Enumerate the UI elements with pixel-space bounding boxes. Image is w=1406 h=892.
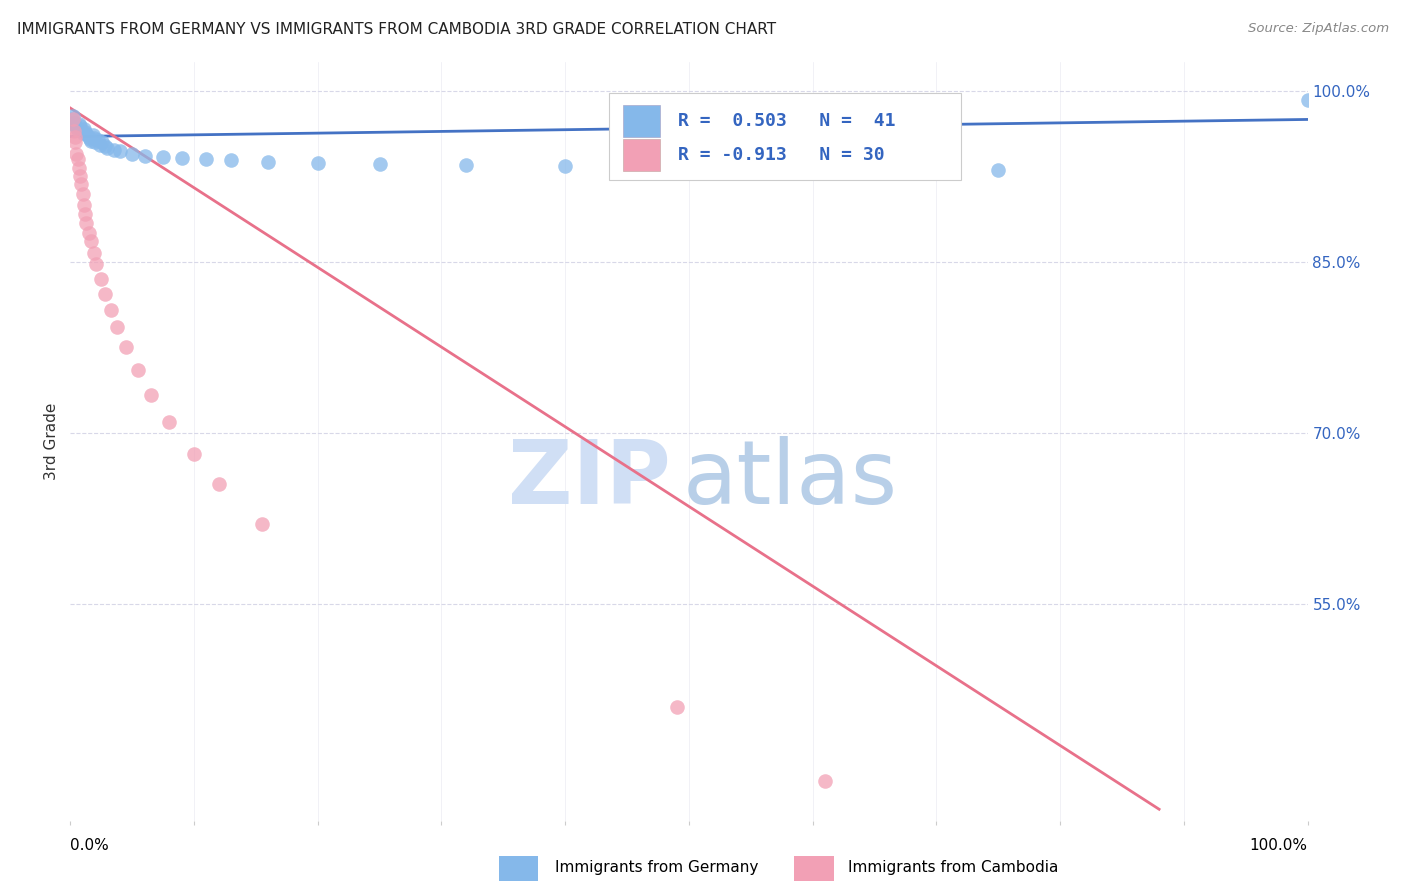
Text: 100.0%: 100.0%: [1250, 838, 1308, 853]
Y-axis label: 3rd Grade: 3rd Grade: [44, 403, 59, 480]
Point: [80, 134, 103, 148]
Text: atlas: atlas: [683, 436, 898, 523]
Point: [65, 118, 87, 132]
Point: [183, 446, 205, 460]
Point: [65, 146, 87, 161]
Point: [69, 169, 91, 184]
Point: [72, 186, 94, 201]
Point: [63, 116, 86, 130]
Point: [86, 133, 108, 147]
Text: Source: ZipAtlas.com: Source: ZipAtlas.com: [1249, 22, 1389, 36]
Text: ZIP: ZIP: [508, 436, 671, 523]
Point: [987, 162, 1010, 177]
Point: [195, 153, 218, 167]
Point: [83, 130, 105, 145]
Point: [73, 121, 96, 136]
Point: [368, 157, 391, 171]
Point: [115, 341, 138, 355]
Point: [75, 207, 97, 221]
Point: [65, 129, 87, 144]
Text: R = -0.913   N = 30: R = -0.913 N = 30: [678, 146, 884, 164]
Bar: [623, 105, 661, 136]
Point: [91, 135, 114, 149]
Point: [79, 132, 101, 146]
Point: [77, 129, 100, 144]
Point: [96, 141, 118, 155]
Point: [250, 517, 273, 532]
Point: [70, 124, 93, 138]
Point: [257, 154, 280, 169]
Point: [103, 143, 125, 157]
Point: [94, 286, 117, 301]
Point: [65, 135, 87, 149]
Text: R =  0.503   N =  41: R = 0.503 N = 41: [678, 112, 896, 130]
Point: [134, 149, 156, 163]
Point: [72, 126, 94, 140]
Point: [66, 122, 89, 136]
Text: Immigrants from Cambodia: Immigrants from Cambodia: [848, 860, 1059, 874]
Point: [77, 227, 100, 241]
Point: [814, 773, 837, 788]
Point: [66, 153, 89, 167]
Point: [62, 109, 84, 123]
Point: [73, 198, 96, 212]
Point: [100, 302, 122, 317]
Point: [89, 137, 111, 152]
Point: [75, 128, 97, 142]
Point: [665, 699, 688, 714]
Point: [863, 161, 886, 176]
Point: [60, 112, 83, 127]
Point: [1296, 93, 1319, 107]
Point: [70, 178, 93, 192]
Point: [69, 120, 91, 134]
Point: [63, 124, 86, 138]
Point: [90, 272, 112, 286]
Point: [152, 150, 174, 164]
Text: 0.0%: 0.0%: [70, 838, 110, 853]
Point: [127, 363, 149, 377]
Point: [108, 145, 131, 159]
Point: [84, 257, 107, 271]
Point: [105, 320, 128, 334]
Point: [678, 161, 700, 175]
Text: Immigrants from Germany: Immigrants from Germany: [555, 860, 759, 874]
Point: [65, 120, 87, 135]
Point: [307, 155, 329, 169]
Point: [456, 158, 478, 172]
Point: [208, 477, 231, 491]
Point: [157, 415, 180, 429]
Point: [84, 135, 107, 149]
Point: [139, 388, 162, 402]
Point: [94, 138, 117, 153]
Point: [80, 235, 103, 249]
Point: [67, 117, 90, 131]
Point: [75, 216, 97, 230]
Point: [219, 153, 242, 168]
Text: IMMIGRANTS FROM GERMANY VS IMMIGRANTS FROM CAMBODIA 3RD GRADE CORRELATION CHART: IMMIGRANTS FROM GERMANY VS IMMIGRANTS FR…: [17, 22, 776, 37]
Bar: [623, 139, 661, 171]
Point: [67, 161, 90, 176]
Point: [170, 151, 193, 165]
Point: [62, 112, 84, 127]
Point: [121, 146, 143, 161]
Point: [82, 128, 104, 143]
FancyBboxPatch shape: [609, 93, 962, 180]
Point: [83, 245, 105, 260]
Point: [75, 125, 97, 139]
Point: [554, 159, 576, 173]
